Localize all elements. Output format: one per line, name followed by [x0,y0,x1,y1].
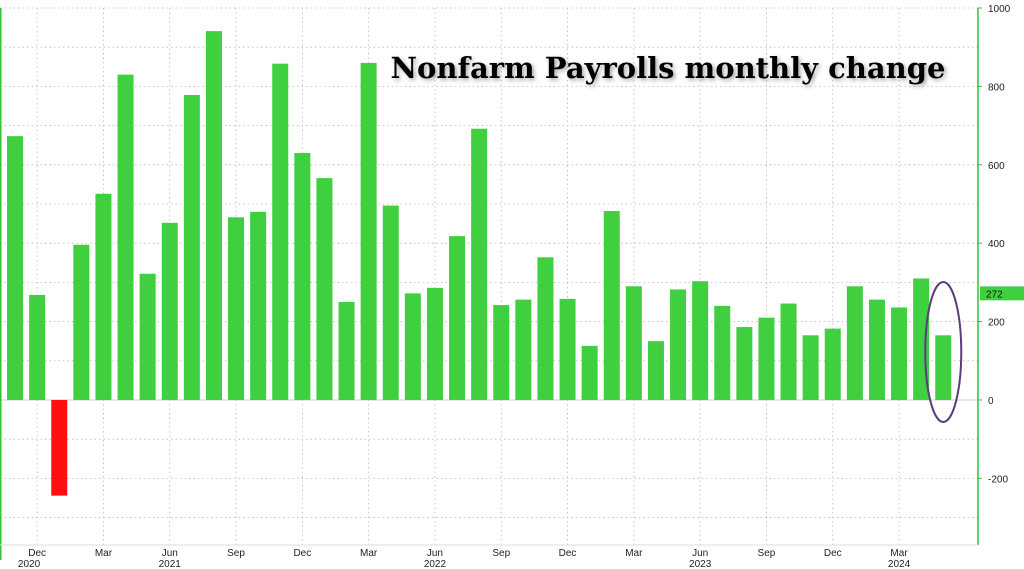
x-year-label: 2022 [424,559,447,569]
bar [360,62,377,400]
y-tick-label: 600 [988,161,1005,172]
bar [714,305,731,400]
bar [625,286,642,400]
bar [205,31,222,400]
bar [824,328,841,400]
bar [51,399,68,496]
x-year-label: 2024 [888,559,911,569]
x-year-label: 2021 [159,559,182,569]
x-axis: Dec Mar Jun Sep Dec Mar Jun Sep Dec Mar Jun Sep Dec M… [0,544,978,569]
bar [559,298,576,400]
y-tick-label: 0 [988,396,994,407]
x-month-label: Mar [95,548,113,559]
x-month-label: Sep [227,548,245,559]
bar [29,294,46,400]
bar [935,335,952,400]
bar [471,128,488,400]
bar [449,236,466,400]
x-month-label: Mar [890,548,908,559]
bar [868,299,885,400]
bar [515,299,532,400]
bar [228,217,245,400]
y-tick-label: 1000 [988,4,1011,15]
x-month-label: Jun [692,548,708,559]
bar [758,317,775,400]
bar [95,193,112,400]
highlight-ellipse [924,281,963,423]
bar [338,301,355,400]
bar [272,63,289,400]
x-month-label: Sep [758,548,776,559]
x-year-label: 2020 [18,559,41,569]
bar [250,211,267,400]
bar [404,293,421,400]
x-month-label: Dec [28,548,46,559]
last-value-label: 272 [986,289,1003,300]
bars-layer [7,31,963,496]
x-month-label: Dec [559,548,577,559]
bar [780,303,797,400]
x-month-label: Jun [427,548,443,559]
x-month-label: Dec [824,548,842,559]
bar [493,305,510,400]
y-tick-label: -200 [988,474,1008,485]
bar [382,205,399,400]
bar [316,178,333,400]
bar [846,286,863,400]
bar [581,345,598,400]
chart-title: Nonfarm Payrolls monthly change [391,51,946,85]
x-month-label: Sep [492,548,510,559]
bar [736,327,753,400]
y-tick-label: 800 [988,82,1005,93]
bar [603,211,620,400]
y-tick-label: 200 [988,318,1005,329]
bar [537,257,554,400]
bar [692,281,709,400]
bar [183,95,200,400]
bar [73,244,90,400]
bar [7,136,24,400]
x-month-label: Mar [625,548,643,559]
x-year-label: 2023 [689,559,712,569]
bar [294,153,311,400]
bar [891,307,908,400]
bar [647,341,664,400]
bar [117,74,134,400]
x-month-label: Mar [360,548,378,559]
y-axis: 1000 800 600 400 200 0 -200 272 [0,4,1024,560]
x-month-label: Jun [162,548,178,559]
y-tick-label: 400 [988,239,1005,250]
bar [139,273,156,400]
bar [670,289,687,400]
bar [802,335,819,400]
bar [426,287,443,400]
last-value-badge [980,286,1024,301]
bar [161,222,178,400]
x-month-label: Dec [293,548,311,559]
